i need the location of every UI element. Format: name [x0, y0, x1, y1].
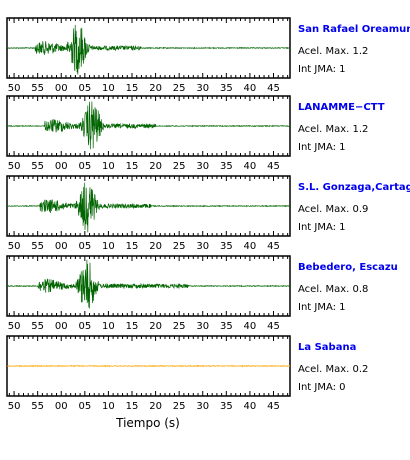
waveform-trace — [6, 182, 291, 233]
x-tick-label: 50 — [8, 401, 21, 412]
x-tick-label: 35 — [220, 241, 233, 252]
x-tick-label: 25 — [173, 83, 186, 94]
x-tick-label: 50 — [8, 83, 21, 94]
x-tick-label: 45 — [267, 401, 280, 412]
waveform-trace — [6, 259, 291, 309]
x-tick-label: 45 — [267, 161, 280, 172]
jma-intensity: Int JMA: 1 — [298, 64, 346, 75]
x-tick-label: 20 — [149, 401, 162, 412]
peak-acceleration: Acel. Max. 0.2 — [298, 364, 369, 375]
x-tick-label: 40 — [244, 83, 257, 94]
x-tick-label: 30 — [196, 161, 209, 172]
station-name: S.L. Gonzaga,Cartago — [298, 182, 410, 193]
x-tick-label: 15 — [126, 241, 139, 252]
x-tick-label: 20 — [149, 83, 162, 94]
station-name: LANAMME−CTT — [298, 102, 385, 113]
x-tick-label: 45 — [267, 321, 280, 332]
x-tick-label: 45 — [267, 241, 280, 252]
x-tick-label: 10 — [102, 401, 115, 412]
x-tick-label: 00 — [55, 401, 68, 412]
x-tick-label: 55 — [31, 83, 44, 94]
x-tick-label: 00 — [55, 83, 68, 94]
panel-4: 50 55 00 05 10 15 20 25 30 35 40 45 — [6, 255, 291, 332]
panel-3: 50 55 00 05 10 15 20 25 30 35 40 45 — [6, 175, 291, 252]
x-tick-label: 45 — [267, 83, 280, 94]
waveform-trace — [6, 364, 291, 368]
x-tick-label: 25 — [173, 241, 186, 252]
x-tick-label: 40 — [244, 161, 257, 172]
x-tick-label: 10 — [102, 321, 115, 332]
x-tick-label: 15 — [126, 321, 139, 332]
x-tick-label: 10 — [102, 161, 115, 172]
x-tick-label: 05 — [78, 83, 91, 94]
x-tick-label: 40 — [244, 401, 257, 412]
x-tick-label: 20 — [149, 161, 162, 172]
x-tick-label: 15 — [126, 401, 139, 412]
x-tick-label: 30 — [196, 83, 209, 94]
panel-1: 50 55 00 05 10 15 20 25 30 35 40 45 — [6, 17, 291, 94]
x-tick-label: 10 — [102, 83, 115, 94]
x-tick-label: 05 — [78, 401, 91, 412]
waveform-trace — [6, 101, 291, 150]
peak-acceleration: Acel. Max. 1.2 — [298, 124, 369, 135]
peak-acceleration: Acel. Max. 0.9 — [298, 204, 369, 215]
x-tick-label: 55 — [31, 161, 44, 172]
station-name: San Rafael Oreamuno — [298, 24, 410, 35]
station-name: Bebedero, Escazu — [298, 262, 398, 273]
x-tick-label: 40 — [244, 241, 257, 252]
x-axis-label: Tiempo (s) — [115, 416, 180, 430]
station-name: La Sabana — [298, 342, 357, 353]
jma-intensity: Int JMA: 1 — [298, 222, 346, 233]
peak-acceleration: Acel. Max. 0.8 — [298, 284, 369, 295]
panel-2: 50 55 00 05 10 15 20 25 30 35 40 45 — [6, 95, 291, 172]
x-tick-label: 00 — [55, 241, 68, 252]
x-tick-label: 30 — [196, 401, 209, 412]
peak-acceleration: Acel. Max. 1.2 — [298, 46, 369, 57]
x-tick-label: 25 — [173, 161, 186, 172]
x-tick-label: 50 — [8, 321, 21, 332]
x-tick-label: 25 — [173, 401, 186, 412]
jma-intensity: Int JMA: 1 — [298, 302, 346, 313]
x-tick-label: 25 — [173, 321, 186, 332]
x-tick-label: 00 — [55, 161, 68, 172]
x-tick-label: 10 — [102, 241, 115, 252]
x-tick-label: 35 — [220, 321, 233, 332]
x-tick-label: 15 — [126, 83, 139, 94]
x-tick-label: 15 — [126, 161, 139, 172]
x-tick-label: 40 — [244, 321, 257, 332]
x-tick-label: 35 — [220, 161, 233, 172]
x-tick-label: 05 — [78, 241, 91, 252]
jma-intensity: Int JMA: 1 — [298, 142, 346, 153]
x-tick-label: 20 — [149, 241, 162, 252]
x-tick-label: 35 — [220, 83, 233, 94]
x-tick-label: 55 — [31, 321, 44, 332]
x-tick-label: 20 — [149, 321, 162, 332]
x-tick-label: 30 — [196, 241, 209, 252]
x-tick-label: 50 — [8, 161, 21, 172]
x-tick-label: 00 — [55, 321, 68, 332]
jma-intensity: Int JMA: 0 — [298, 382, 346, 393]
waveform-trace — [6, 24, 291, 75]
x-tick-label: 05 — [78, 161, 91, 172]
x-tick-label: 30 — [196, 321, 209, 332]
panel-5: 50 55 00 05 10 15 20 25 30 35 40 45 — [6, 335, 291, 412]
x-tick-label: 55 — [31, 241, 44, 252]
x-tick-label: 35 — [220, 401, 233, 412]
x-tick-label: 50 — [8, 241, 21, 252]
x-tick-label: 55 — [31, 401, 44, 412]
x-tick-label: 05 — [78, 321, 91, 332]
